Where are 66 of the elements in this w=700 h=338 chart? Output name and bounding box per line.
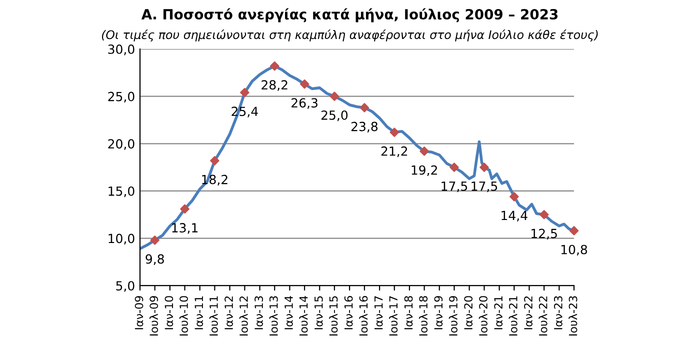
y-tick-label: 10,0: [108, 234, 134, 244]
x-tick-label: Ιαν-11: [194, 296, 204, 330]
data-label: 25,0: [321, 110, 348, 122]
point: [569, 226, 579, 236]
data-label: 10,8: [561, 244, 588, 256]
x-tick-label: Ιουλ-16: [359, 296, 368, 336]
x-tick-label: Ιουλ-15: [329, 296, 338, 336]
x-tick-label: Ιουλ-09: [149, 296, 158, 336]
point: [150, 236, 160, 245]
x-tick-label: Ιαν-12: [224, 296, 233, 330]
point: [450, 162, 459, 172]
data-label: 23,8: [351, 122, 378, 133]
point: [510, 192, 519, 202]
x-tick-label: Ιαν-20: [464, 296, 473, 330]
data-label: 12,5: [532, 228, 557, 240]
point: [210, 156, 220, 166]
data-label: 17,5: [442, 182, 468, 192]
data-label: 28,2: [262, 80, 288, 91]
point: [420, 146, 429, 156]
x-tick-label: Ιουλ-21: [508, 296, 518, 336]
data-label: 17,5: [472, 182, 498, 192]
data-label: 19,2: [412, 165, 437, 176]
point: [330, 92, 340, 101]
x-tick-label: Ιαν-15: [314, 296, 323, 330]
y-tick-label: 15,0: [108, 186, 134, 198]
x-tick-label: Ιαν-18: [404, 296, 413, 330]
point: [390, 128, 400, 137]
data-label: 26,3: [292, 98, 318, 109]
x-tick-label: Ιαν-23: [554, 296, 562, 330]
point: [480, 162, 489, 172]
y-tick-label: 20,0: [108, 139, 134, 150]
x-tick-label: Ιουλ-17: [389, 296, 398, 336]
x-tick-label: Ιαν-10: [164, 296, 174, 330]
x-tick-label: Ιουλ-14: [299, 296, 308, 336]
x-tick-label: Ιαν-22: [524, 296, 532, 330]
chart-subtitle: (Οι τιμές που σημειώνονται στη καμπύλη αναφέρονται στο μήνα Ιούλιο κάθε έτους): [102, 30, 598, 42]
x-tick-label: Ιαν-17: [374, 296, 383, 330]
x-tick-label: Ιουλ-19: [448, 296, 458, 336]
x-tick-label: Ιαν-21: [494, 296, 503, 330]
chart-title: Α. Ποσοστό ανεργίας κατά μήνα, Ιούλιος 2009 – 2023: [141, 8, 558, 22]
x-tick-label: Ιουλ-12: [239, 296, 248, 336]
data-label: 21,2: [381, 146, 408, 158]
data-label: 9,8: [146, 254, 164, 266]
point: [360, 103, 370, 112]
x-tick-label: Ιαν-14: [284, 296, 293, 330]
x-tick-label: Ιουλ-22: [538, 296, 548, 336]
point: [180, 204, 190, 214]
x-tick-label: Ιουλ-20: [478, 296, 488, 336]
data-label: 14,4: [502, 210, 528, 222]
x-tick-label: Ιαν-09: [134, 296, 144, 330]
point: [539, 210, 549, 220]
data-label: 13,1: [172, 223, 198, 234]
point: [300, 79, 310, 89]
x-tick-label: Ιουλ-13: [269, 296, 278, 336]
x-tick-label: Ιουλ-10: [179, 296, 188, 336]
point: [240, 88, 250, 98]
point: [270, 61, 280, 71]
x-tick-label: Ιουλ-23: [568, 296, 578, 336]
x-tick-label: Ιαν-16: [344, 296, 353, 330]
y-tick-label: 30,0: [108, 44, 134, 56]
y-tick-label: 25,0: [108, 92, 134, 103]
x-tick-label: Ιαν-19: [434, 296, 443, 330]
x-tick-label: Ιουλ-18: [418, 296, 428, 336]
y-tick-label: 5,0: [116, 281, 134, 292]
x-tick-label: Ιαν-13: [254, 296, 263, 330]
x-tick-label: Ιουλ-11: [209, 296, 218, 336]
